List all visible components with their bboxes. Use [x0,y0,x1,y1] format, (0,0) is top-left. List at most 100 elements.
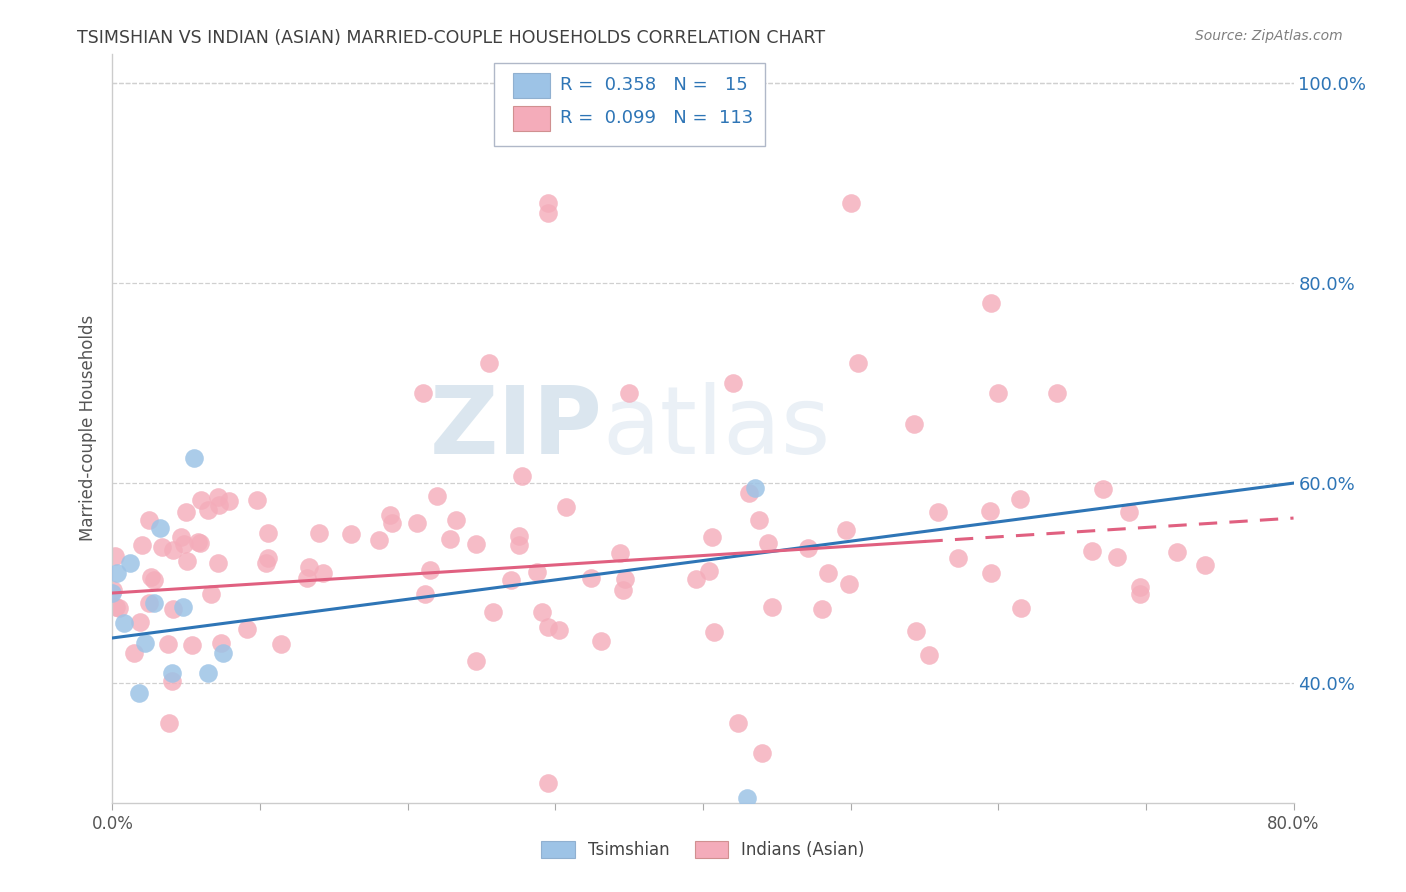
Point [108,600,131,615]
Point [501,574,523,588]
Point [1105,549,1128,564]
Point [464,537,486,551]
Point [439,532,461,546]
Point [112,615,135,630]
Point [613,573,636,587]
Point [105,566,128,580]
Point [246,493,269,508]
Text: atlas: atlas [603,382,831,475]
Point [381,516,404,530]
Text: R =  0.358   N =   15: R = 0.358 N = 15 [560,76,748,94]
Point [700,530,723,544]
Point [209,636,232,650]
Point [173,537,195,551]
Point [131,538,153,552]
Point [312,566,335,581]
Point [138,513,160,527]
Point [143,573,166,587]
Point [142,596,165,610]
Point [537,196,560,211]
Point [162,543,184,558]
Point [138,596,160,610]
Point [811,602,834,616]
Point [176,554,198,568]
Point [979,504,1001,518]
Point [1166,545,1188,559]
Point [555,500,578,514]
Point [270,637,292,651]
Point [903,417,925,431]
Point [927,505,949,519]
Point [162,602,184,616]
Point [156,637,179,651]
Point [526,565,548,579]
Point [685,572,707,586]
Point [207,490,229,504]
Point [904,624,927,638]
Point [797,541,820,555]
Point [200,587,222,601]
Point [160,665,183,680]
Point [188,535,211,549]
Point [308,526,330,541]
Point [744,481,766,495]
Text: Source: ZipAtlas.com: Source: ZipAtlas.com [1195,29,1343,43]
Point [512,469,534,483]
Point [160,674,183,689]
Point [257,526,280,541]
Point [530,605,553,619]
Point [589,634,612,648]
Point [1081,543,1104,558]
Point [444,513,467,527]
Point [101,586,124,600]
Point [839,196,862,211]
Point [150,540,173,554]
Point [980,566,1002,580]
Point [207,556,229,570]
Point [236,622,259,636]
Point [703,624,725,639]
Point [190,493,212,508]
Point [987,386,1010,401]
Point [256,551,278,566]
Point [835,523,858,537]
Point [508,529,530,543]
Text: ZIP: ZIP [430,382,603,475]
Point [508,538,530,552]
Point [609,546,631,560]
Point [128,686,150,700]
Point [413,587,436,601]
Point [465,654,488,668]
Point [1010,601,1032,615]
Point [1129,580,1152,594]
Point [197,503,219,517]
Point [134,636,156,650]
Point [141,570,163,584]
Point [254,557,277,571]
Point [1092,482,1115,496]
Point [183,451,205,466]
Point [181,638,204,652]
Point [104,549,127,563]
Point [817,566,839,580]
Point [295,571,318,585]
Legend: Tsimshian, Indians (Asian): Tsimshian, Indians (Asian) [534,834,872,865]
Point [129,615,152,629]
Point [419,563,441,577]
Point [187,534,209,549]
Point [980,296,1002,310]
Point [946,551,969,566]
Text: R =  0.099   N =  113: R = 0.099 N = 113 [560,109,752,127]
Point [751,746,773,760]
Point [149,521,172,535]
Point [748,513,770,527]
Point [426,489,449,503]
Point [197,665,219,680]
Point [738,486,761,500]
Point [368,533,391,548]
Point [1046,386,1069,401]
Point [721,376,744,391]
Point [104,600,127,615]
Point [756,535,779,549]
Point [157,715,180,730]
